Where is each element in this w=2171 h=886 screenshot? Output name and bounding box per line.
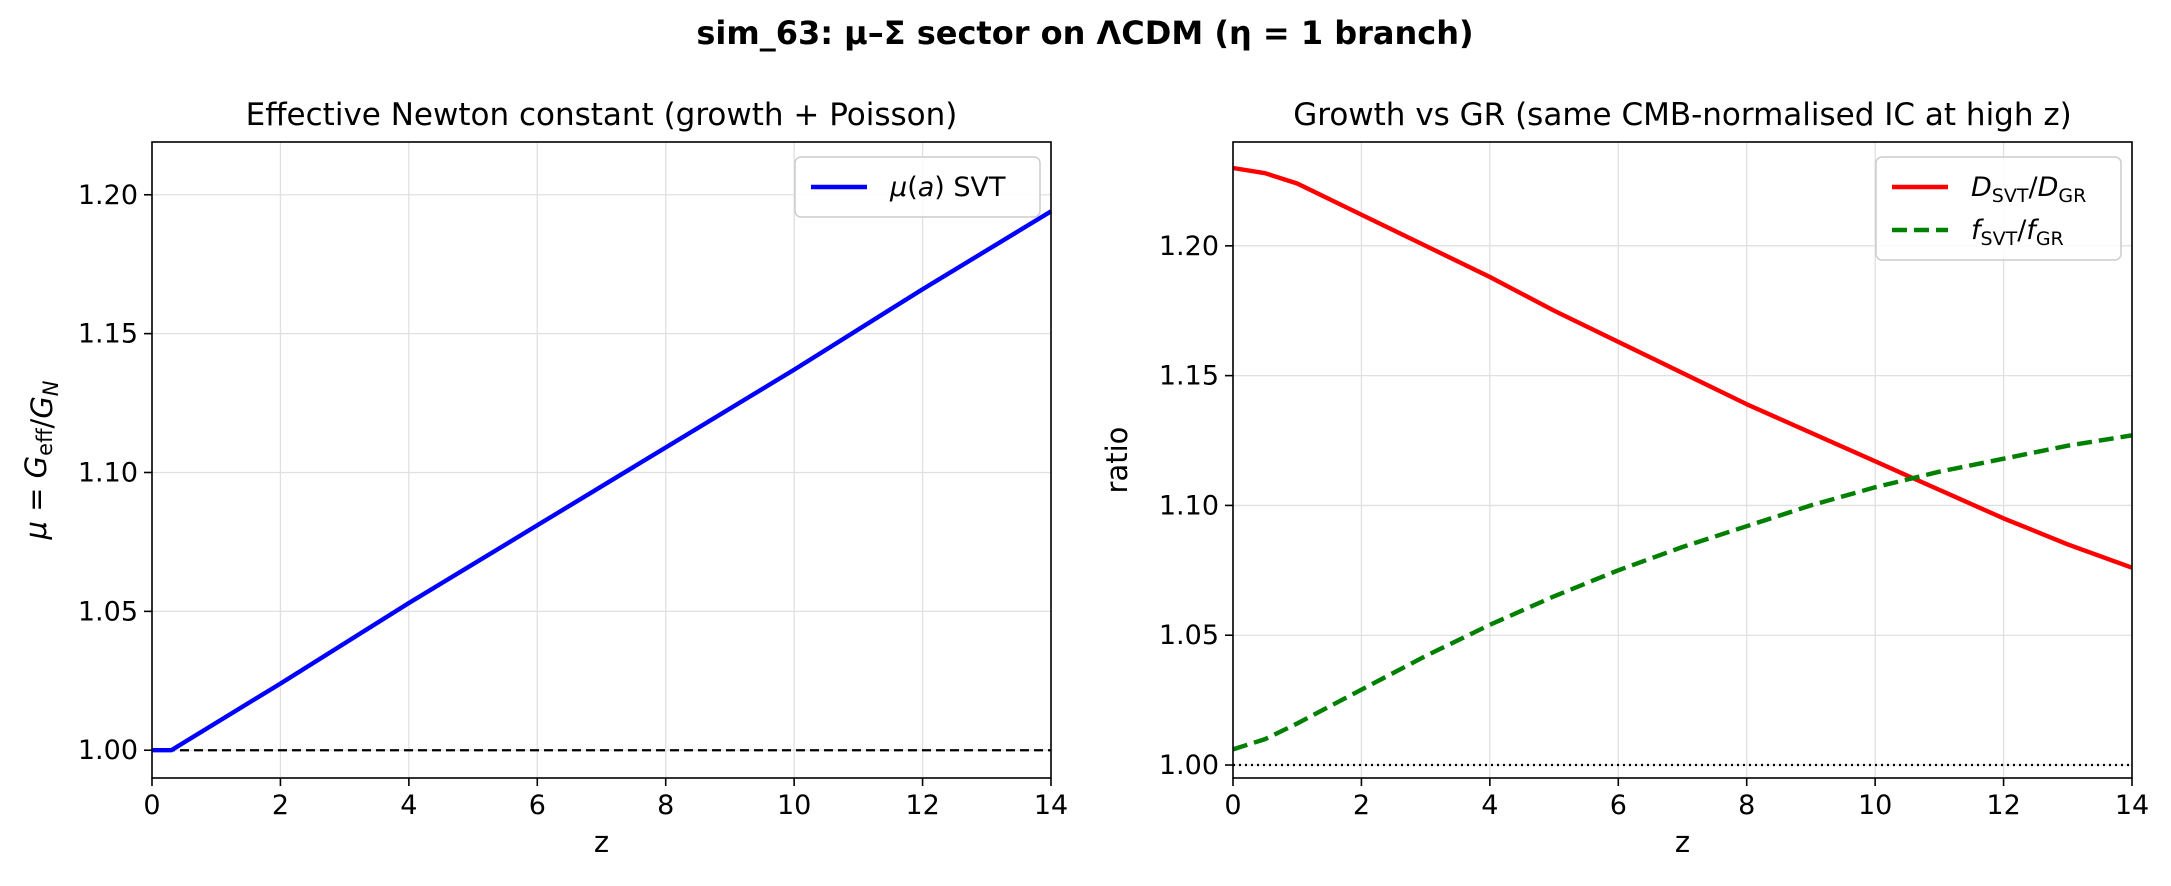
x-tick-label: 8 <box>657 790 674 821</box>
y-tick-label: 1.20 <box>78 180 138 211</box>
x-axis-label: z <box>594 825 609 859</box>
x-axis-label: z <box>1675 825 1690 859</box>
x-tick-label: 6 <box>529 790 546 821</box>
x-tick-label: 12 <box>905 790 939 821</box>
y-tick-label: 1.00 <box>1159 750 1219 781</box>
chart-panel-right: 0 2 4 6 8 10 12 14 1.00 1.05 1.10 1.15 1.20 Growth vs… <box>1100 97 2149 859</box>
x-tick-label: 6 <box>1610 790 1627 821</box>
y-tick-label: 1.05 <box>1159 620 1219 651</box>
y-tick-label: 1.10 <box>1159 490 1219 521</box>
y-tick-label: 1.00 <box>78 735 138 766</box>
x-tick-label: 8 <box>1738 790 1755 821</box>
plot-area <box>152 142 1051 778</box>
x-tick-label: 4 <box>1481 790 1498 821</box>
x-tick-label: 0 <box>1224 790 1241 821</box>
y-tick-label: 1.20 <box>1159 231 1219 262</box>
x-tick-label: 12 <box>1986 790 2020 821</box>
axes-frame <box>151 141 1052 779</box>
series-line-0 <box>1232 165 2133 570</box>
y-tick-label: 1.10 <box>78 457 138 488</box>
x-tick-label: 4 <box>400 790 417 821</box>
y-axis-label: μ = Geff/GN <box>19 380 63 540</box>
series-line-1 <box>1232 433 2133 752</box>
x-tick-label: 2 <box>1353 790 1370 821</box>
legend-box <box>1875 156 2122 261</box>
chart-title: Growth vs GR (same CMB-normalised IC at … <box>1293 97 2071 133</box>
legend-entry-0: μ(a) SVT <box>889 172 1006 203</box>
x-tick-label: 14 <box>2115 790 2149 821</box>
x-tick-label: 2 <box>272 790 289 821</box>
figure-title: sim_63: μ–Σ sector on ΛCDM (η = 1 branch… <box>696 14 1473 52</box>
axes-frame <box>1232 141 2133 779</box>
legend-entry-0: DSVT/DGR <box>1971 172 2086 207</box>
series-line-0 <box>152 209 1053 753</box>
y-axis-label: ratio <box>1100 427 1134 494</box>
x-tick-label: 10 <box>1858 790 1892 821</box>
x-tick-label: 10 <box>777 790 811 821</box>
y-tick-label: 1.15 <box>1159 361 1219 392</box>
x-tick-label: 14 <box>1034 790 1068 821</box>
x-tick-label: 0 <box>143 790 160 821</box>
chart-title: Effective Newton constant (growth + Pois… <box>246 97 958 133</box>
chart-panel-left: 0 2 4 6 8 10 12 14 1.00 1.05 1.10 1.15 1.20 Effective… <box>19 97 1068 859</box>
legend-entry-1: fSVT/fGR <box>1971 215 2064 250</box>
y-tick-label: 1.05 <box>78 596 138 627</box>
legend-box <box>794 156 1041 218</box>
y-tick-label: 1.15 <box>78 319 138 350</box>
